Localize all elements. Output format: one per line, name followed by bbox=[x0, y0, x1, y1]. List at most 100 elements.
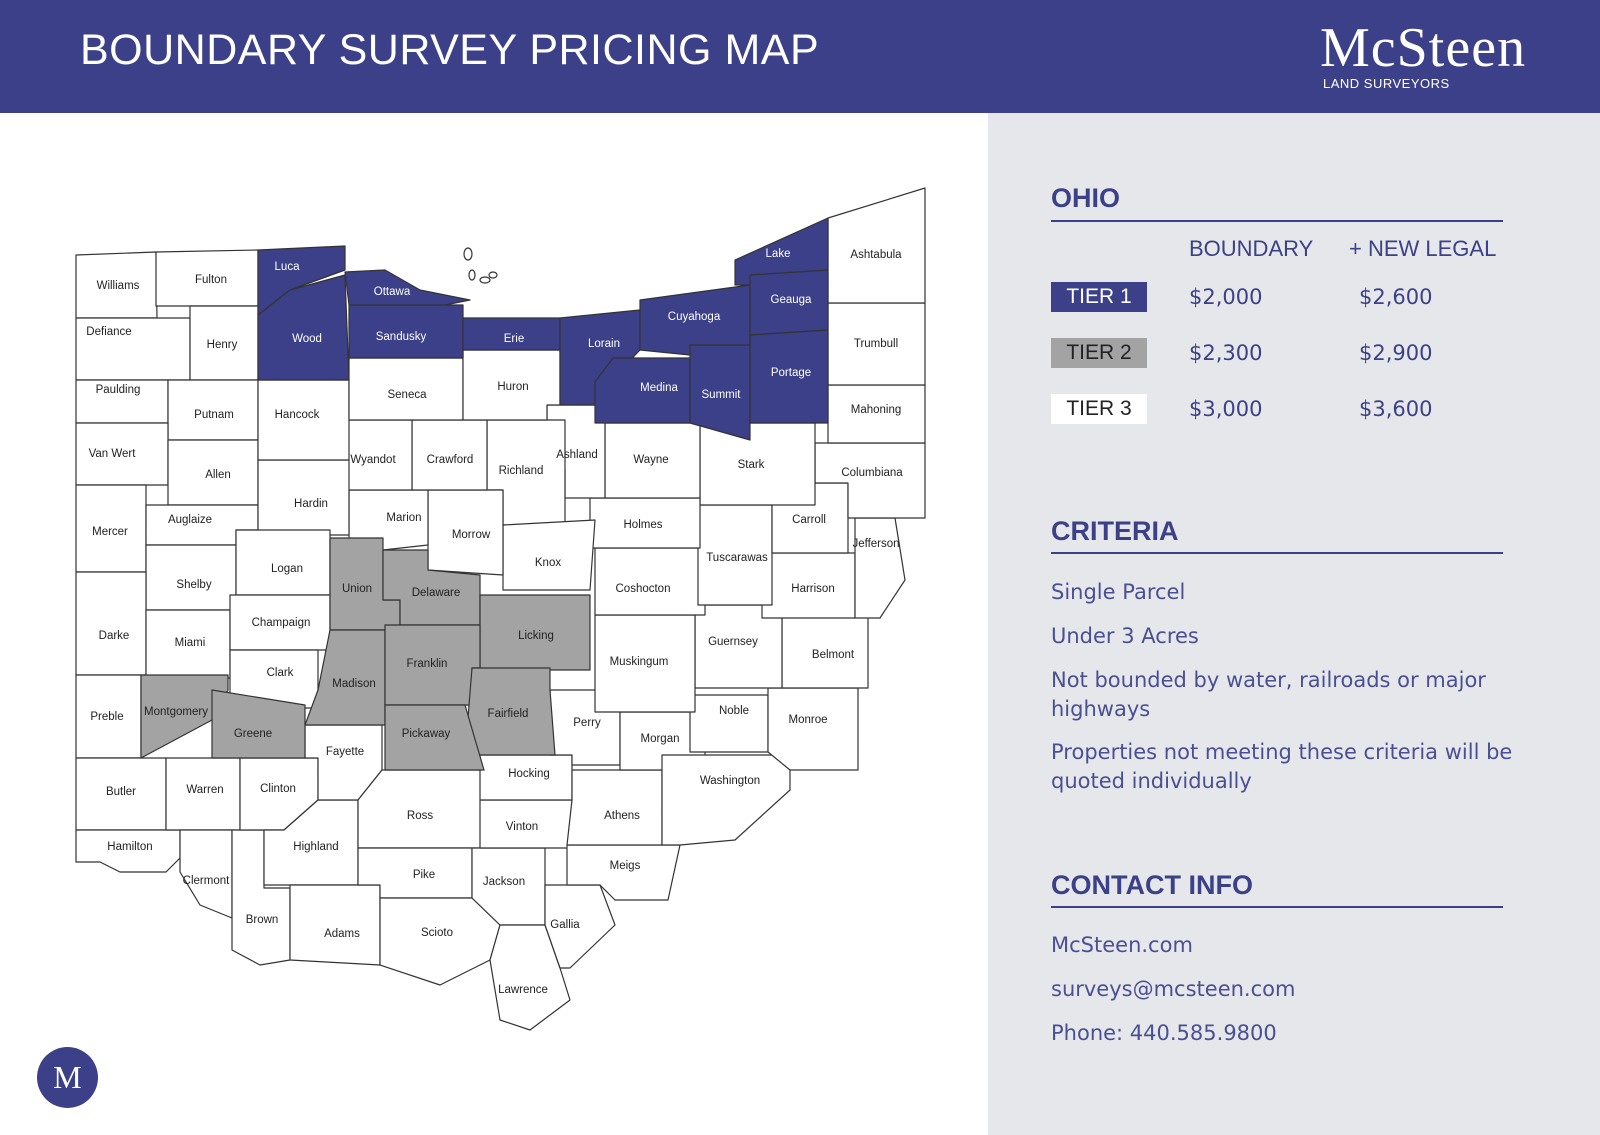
county-label-shelby: Shelby bbox=[176, 579, 211, 591]
page-title: BOUNDARY SURVEY PRICING MAP bbox=[80, 26, 820, 74]
county-wood[interactable] bbox=[257, 274, 350, 381]
email-link[interactable]: surveys@mcsteen.com bbox=[1051, 977, 1296, 1001]
county-label-portage: Portage bbox=[771, 367, 811, 379]
county-label-montgomery: Montgomery bbox=[144, 706, 208, 718]
county-athens[interactable] bbox=[566, 769, 663, 846]
county-label-jefferson: Jefferson bbox=[852, 538, 899, 550]
county-label-gallia: Gallia bbox=[550, 919, 580, 931]
county-ross[interactable] bbox=[357, 769, 485, 849]
county-label-athens: Athens bbox=[604, 810, 640, 822]
county-pickaway[interactable] bbox=[384, 704, 485, 771]
county-label-noble: Noble bbox=[719, 705, 749, 717]
boundary-column-header: BOUNDARY bbox=[1189, 236, 1314, 261]
county-label-harrison: Harrison bbox=[791, 583, 834, 595]
state-heading: OHIO bbox=[1051, 183, 1121, 213]
county-label-clark: Clark bbox=[267, 667, 294, 679]
header-banner bbox=[0, 0, 1600, 113]
county-jefferson[interactable] bbox=[854, 517, 906, 619]
county-label-luca: Luca bbox=[275, 261, 301, 273]
county-label-hamilton: Hamilton bbox=[107, 841, 152, 853]
logo-wordmark: McSteen bbox=[1320, 17, 1527, 79]
tier-2-boundary-price: $2,300 bbox=[1189, 341, 1263, 365]
county-label-muskingum: Muskingum bbox=[610, 656, 669, 668]
county-label-fulton: Fulton bbox=[195, 274, 227, 286]
ohio-county-map: Williams Fulton Defiance Henry Paulding Putna… bbox=[75, 187, 926, 1031]
county-label-wood: Wood bbox=[292, 333, 322, 345]
new-legal-column-header: + NEW LEGAL bbox=[1349, 236, 1497, 261]
county-label-delaware: Delaware bbox=[412, 587, 461, 599]
lake-erie-island bbox=[479, 276, 491, 284]
county-label-richland: Richland bbox=[499, 465, 544, 477]
county-label-morrow: Morrow bbox=[452, 529, 491, 541]
county-madison[interactable] bbox=[304, 629, 386, 726]
county-label-pike: Pike bbox=[413, 869, 435, 881]
county-label-morgan: Morgan bbox=[641, 733, 680, 745]
county-label-coshocton: Coshocton bbox=[616, 583, 671, 595]
county-scioto[interactable] bbox=[379, 897, 501, 986]
county-label-butler: Butler bbox=[106, 786, 136, 798]
county-label-henry: Henry bbox=[207, 339, 238, 351]
county-label-lorain: Lorain bbox=[588, 338, 620, 350]
county-fayette[interactable] bbox=[304, 724, 383, 801]
county-label-franklin: Franklin bbox=[407, 658, 448, 670]
county-label-clinton: Clinton bbox=[260, 783, 296, 795]
county-noble[interactable] bbox=[689, 694, 769, 753]
company-logo[interactable]: McSteen LAND SURVEYORS bbox=[1320, 17, 1527, 91]
county-label-paulding: Paulding bbox=[96, 384, 141, 396]
county-medina[interactable] bbox=[594, 357, 691, 424]
county-label-fayette: Fayette bbox=[326, 746, 364, 758]
county-label-washington: Washington bbox=[700, 775, 760, 787]
county-label-guernsey: Guernsey bbox=[708, 636, 758, 648]
county-label-wyandot: Wyandot bbox=[350, 454, 396, 466]
website-link[interactable]: McSteen.com bbox=[1051, 933, 1193, 957]
county-greene[interactable] bbox=[211, 689, 306, 759]
county-label-mahoning: Mahoning bbox=[851, 404, 902, 416]
county-label-seneca: Seneca bbox=[387, 389, 427, 401]
divider bbox=[1051, 552, 1503, 554]
tier-2-new-legal-price: $2,900 bbox=[1359, 341, 1433, 365]
county-label-medina: Medina bbox=[640, 382, 678, 394]
county-label-clermont: Clermont bbox=[183, 875, 230, 887]
divider bbox=[1051, 220, 1503, 222]
county-label-stark: Stark bbox=[738, 459, 765, 471]
county-ashtabula[interactable] bbox=[827, 187, 926, 304]
county-label-logan: Logan bbox=[271, 563, 303, 575]
lake-erie-island bbox=[488, 271, 498, 279]
tier-1-new-legal-price: $2,600 bbox=[1359, 285, 1433, 309]
county-label-champaign: Champaign bbox=[252, 617, 311, 629]
county-shelby[interactable] bbox=[145, 544, 237, 611]
tier-3-badge: TIER 3 bbox=[1051, 394, 1147, 424]
county-adams[interactable] bbox=[289, 884, 381, 966]
county-knox[interactable] bbox=[502, 519, 596, 591]
county-label-highland: Highland bbox=[293, 841, 338, 853]
county-label-ottawa: Ottawa bbox=[374, 286, 411, 298]
county-coshocton[interactable] bbox=[594, 547, 706, 616]
county-label-tuscarawas: Tuscarawas bbox=[706, 552, 768, 564]
county-label-ashtabula: Ashtabula bbox=[850, 249, 902, 261]
tier-1-boundary-price: $2,000 bbox=[1189, 285, 1263, 309]
criteria-item: Not bounded by water, railroads or major… bbox=[1051, 668, 1486, 721]
county-sandusky[interactable] bbox=[348, 304, 464, 359]
county-label-cuyahoga: Cuyahoga bbox=[668, 311, 721, 323]
county-label-licking: Licking bbox=[518, 630, 554, 642]
county-label-vinton: Vinton bbox=[506, 821, 538, 833]
county-label-crawford: Crawford bbox=[427, 454, 474, 466]
county-washington[interactable] bbox=[661, 754, 791, 846]
criteria-item: Under 3 Acres bbox=[1051, 624, 1199, 648]
county-portage[interactable] bbox=[749, 329, 829, 424]
county-label-union: Union bbox=[342, 583, 372, 595]
county-darke[interactable] bbox=[75, 571, 147, 676]
county-summit[interactable] bbox=[689, 344, 751, 441]
county-label-ashland: Ashland bbox=[556, 449, 598, 461]
county-label-madison: Madison bbox=[332, 678, 375, 690]
county-label-greene: Greene bbox=[234, 728, 272, 740]
county-monroe[interactable] bbox=[767, 687, 859, 771]
criteria-heading: CRITERIA bbox=[1051, 516, 1179, 546]
county-label-brown: Brown bbox=[246, 914, 279, 926]
county-label-defiance: Defiance bbox=[86, 326, 131, 338]
county-label-holmes: Holmes bbox=[624, 519, 663, 531]
county-clermont[interactable] bbox=[179, 829, 233, 919]
county-label-lawrence: Lawrence bbox=[498, 984, 548, 996]
phone-number: Phone: 440.585.9800 bbox=[1051, 1021, 1277, 1045]
county-label-huron: Huron bbox=[497, 381, 528, 393]
